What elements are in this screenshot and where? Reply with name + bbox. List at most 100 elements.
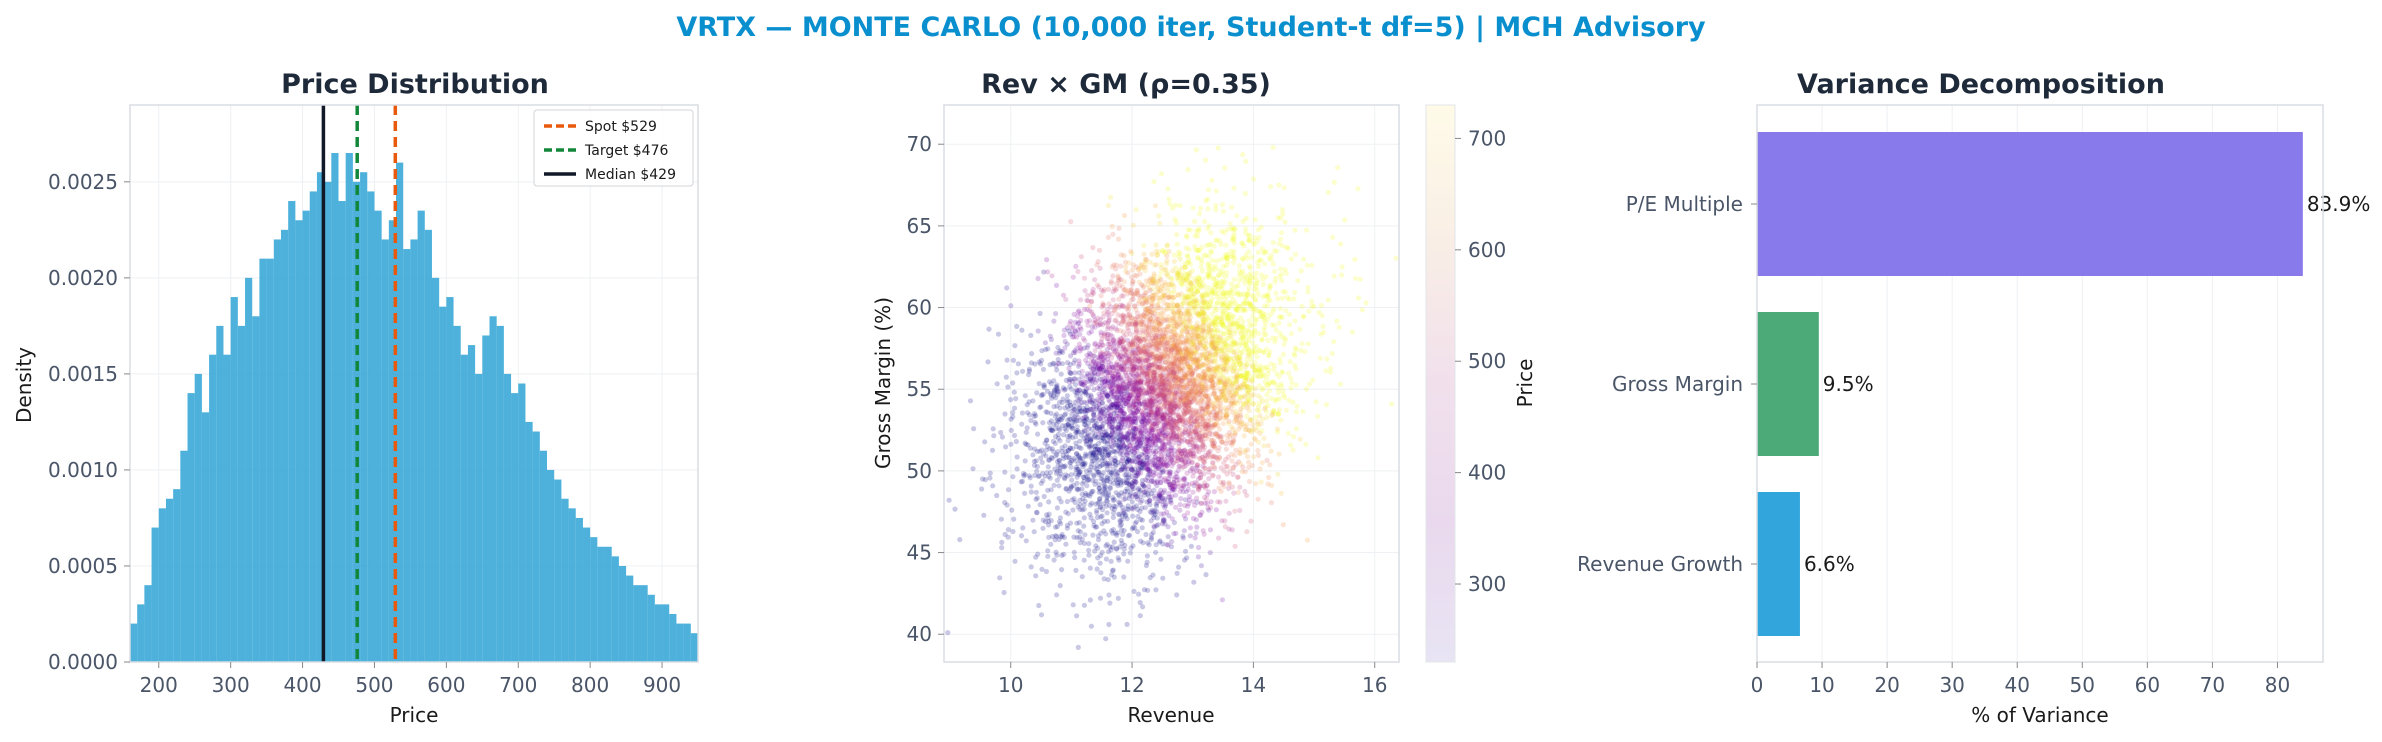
scatter-point — [1068, 370, 1074, 376]
scatter-point — [1075, 268, 1081, 275]
scatter-point — [1282, 394, 1288, 400]
scatter-point — [1014, 466, 1020, 472]
scatter-point — [1232, 429, 1238, 435]
scatter-point — [1071, 350, 1077, 356]
scatter-point — [1210, 333, 1216, 339]
scatter-point — [1231, 185, 1237, 191]
scatter-point — [1149, 368, 1155, 374]
scatter-point — [1176, 385, 1183, 391]
scatter-point — [1223, 446, 1229, 452]
scatter-point — [1202, 422, 1209, 428]
scatter-point — [1164, 419, 1170, 425]
scatter-point — [1089, 324, 1095, 330]
scatter-point — [1008, 303, 1014, 309]
scatter-point — [1168, 334, 1175, 340]
scatter-point — [1174, 477, 1180, 483]
histogram-bar — [482, 335, 490, 662]
scatter-point — [1264, 414, 1270, 421]
scatter-point — [1053, 311, 1059, 317]
scatter-point — [1195, 554, 1201, 560]
scatter-point — [1074, 613, 1080, 619]
scatter-point — [1100, 379, 1106, 385]
scatter-point — [1159, 456, 1165, 462]
scatter-point — [1068, 416, 1074, 422]
scatter-point — [1200, 528, 1206, 534]
scatter-point — [1050, 438, 1056, 444]
scatter-point — [1093, 423, 1099, 429]
scatter-point — [1176, 308, 1182, 314]
scatter-point — [981, 512, 987, 518]
scatter-point — [1104, 510, 1110, 516]
scatter-point — [1325, 297, 1331, 303]
scatter-point — [1192, 387, 1198, 393]
scatter-point — [1151, 376, 1157, 382]
scatter-point — [1171, 476, 1177, 482]
scatter-point — [1079, 481, 1085, 487]
histogram-bar — [446, 297, 454, 662]
scatter-point — [1352, 256, 1358, 263]
scatter-point — [1010, 528, 1016, 535]
scatter-point — [1305, 284, 1311, 290]
scatter-point — [1092, 447, 1098, 453]
scatter-point — [1231, 276, 1237, 282]
scatter-point — [1046, 511, 1052, 517]
scatter-point — [1053, 470, 1059, 476]
scatter-point — [1252, 217, 1258, 223]
scatter-point — [1056, 483, 1062, 489]
scatter-point — [1285, 430, 1291, 436]
scatter-point — [1136, 406, 1142, 412]
scatter-point — [1165, 365, 1171, 371]
scatter-point — [1010, 380, 1016, 386]
scatter-point — [1272, 268, 1278, 275]
scatter-point — [1172, 383, 1178, 389]
scatter-point — [1182, 392, 1188, 398]
scatter-point — [1154, 316, 1160, 322]
scatter-point — [989, 447, 996, 453]
scatter-point — [1355, 295, 1362, 301]
scatter-point — [1037, 310, 1043, 317]
scatter-point — [1142, 489, 1148, 495]
scatter-point — [1137, 499, 1144, 505]
scatter-point — [1140, 540, 1146, 546]
scatter-point — [1121, 415, 1128, 421]
scatter-point — [1177, 203, 1183, 209]
scatter-point — [1104, 477, 1110, 483]
scatter-point — [1247, 385, 1253, 391]
scatter-point — [1164, 446, 1170, 452]
scatter-point — [1151, 417, 1157, 424]
scatter-point — [1215, 499, 1221, 505]
scatter-point — [1246, 464, 1252, 470]
scatter-point — [1077, 471, 1083, 477]
scatter-point — [1187, 533, 1193, 539]
scatter-point — [1112, 318, 1118, 324]
scatter-point — [1174, 425, 1180, 431]
scatter-point — [1267, 349, 1273, 355]
scatter-point — [1166, 281, 1172, 288]
scatter-point — [1057, 521, 1064, 527]
scatter-point — [1288, 442, 1294, 448]
scatter-point — [1176, 564, 1182, 570]
scatter-point — [1207, 393, 1213, 399]
scatter-point — [1226, 330, 1232, 336]
scatter-point — [1162, 280, 1168, 286]
scatter-point — [1055, 360, 1061, 366]
scatter-point — [1128, 433, 1134, 439]
scatter-point — [1248, 302, 1254, 308]
scatter-point — [1128, 392, 1134, 398]
scatter-point — [1148, 413, 1154, 419]
scatter-point — [1098, 329, 1104, 335]
scatter-point — [1109, 470, 1115, 476]
scatter-point — [1226, 356, 1232, 362]
scatter-point — [1245, 292, 1251, 298]
scatter-point — [1274, 426, 1281, 432]
scatter-point — [1110, 514, 1116, 521]
scatter-point — [1060, 292, 1067, 298]
scatter-point — [1125, 270, 1131, 276]
scatter-point — [1335, 165, 1341, 171]
scatter-point — [1278, 383, 1285, 389]
scatter-point — [1051, 557, 1057, 563]
scatter-point — [1283, 337, 1289, 343]
scatter-point — [1178, 291, 1184, 297]
histogram-bar — [575, 517, 583, 662]
